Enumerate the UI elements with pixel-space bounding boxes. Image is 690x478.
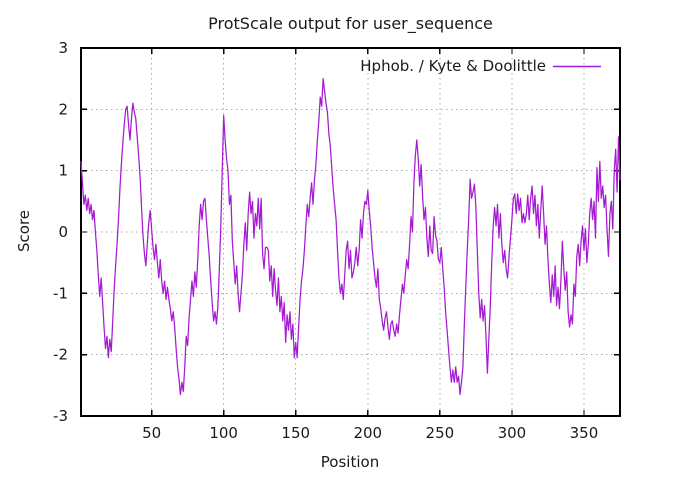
y-tick-label: 1 [58,162,68,180]
x-tick-label: 100 [209,424,238,442]
y-tick-label: -2 [53,346,68,364]
x-tick-label: 300 [498,424,527,442]
x-tick-label: 150 [281,424,310,442]
chart-title: ProtScale output for user_sequence [208,14,493,33]
y-tick-label: 2 [58,100,68,118]
y-tick-label: 3 [58,39,68,57]
x-tick-label: 50 [142,424,161,442]
x-tick-label: 350 [570,424,599,442]
y-tick-label: 0 [58,223,68,241]
x-tick-label: 250 [426,424,455,442]
x-tick-label: 200 [353,424,382,442]
plot-border [80,47,621,417]
y-tick-label: -3 [53,407,68,425]
x-axis-label: Position [320,453,380,471]
hydrophobicity-line [80,78,621,396]
y-tick-label: -1 [53,284,68,302]
legend-label: Hphob. / Kyte & Doolittle [360,57,546,75]
